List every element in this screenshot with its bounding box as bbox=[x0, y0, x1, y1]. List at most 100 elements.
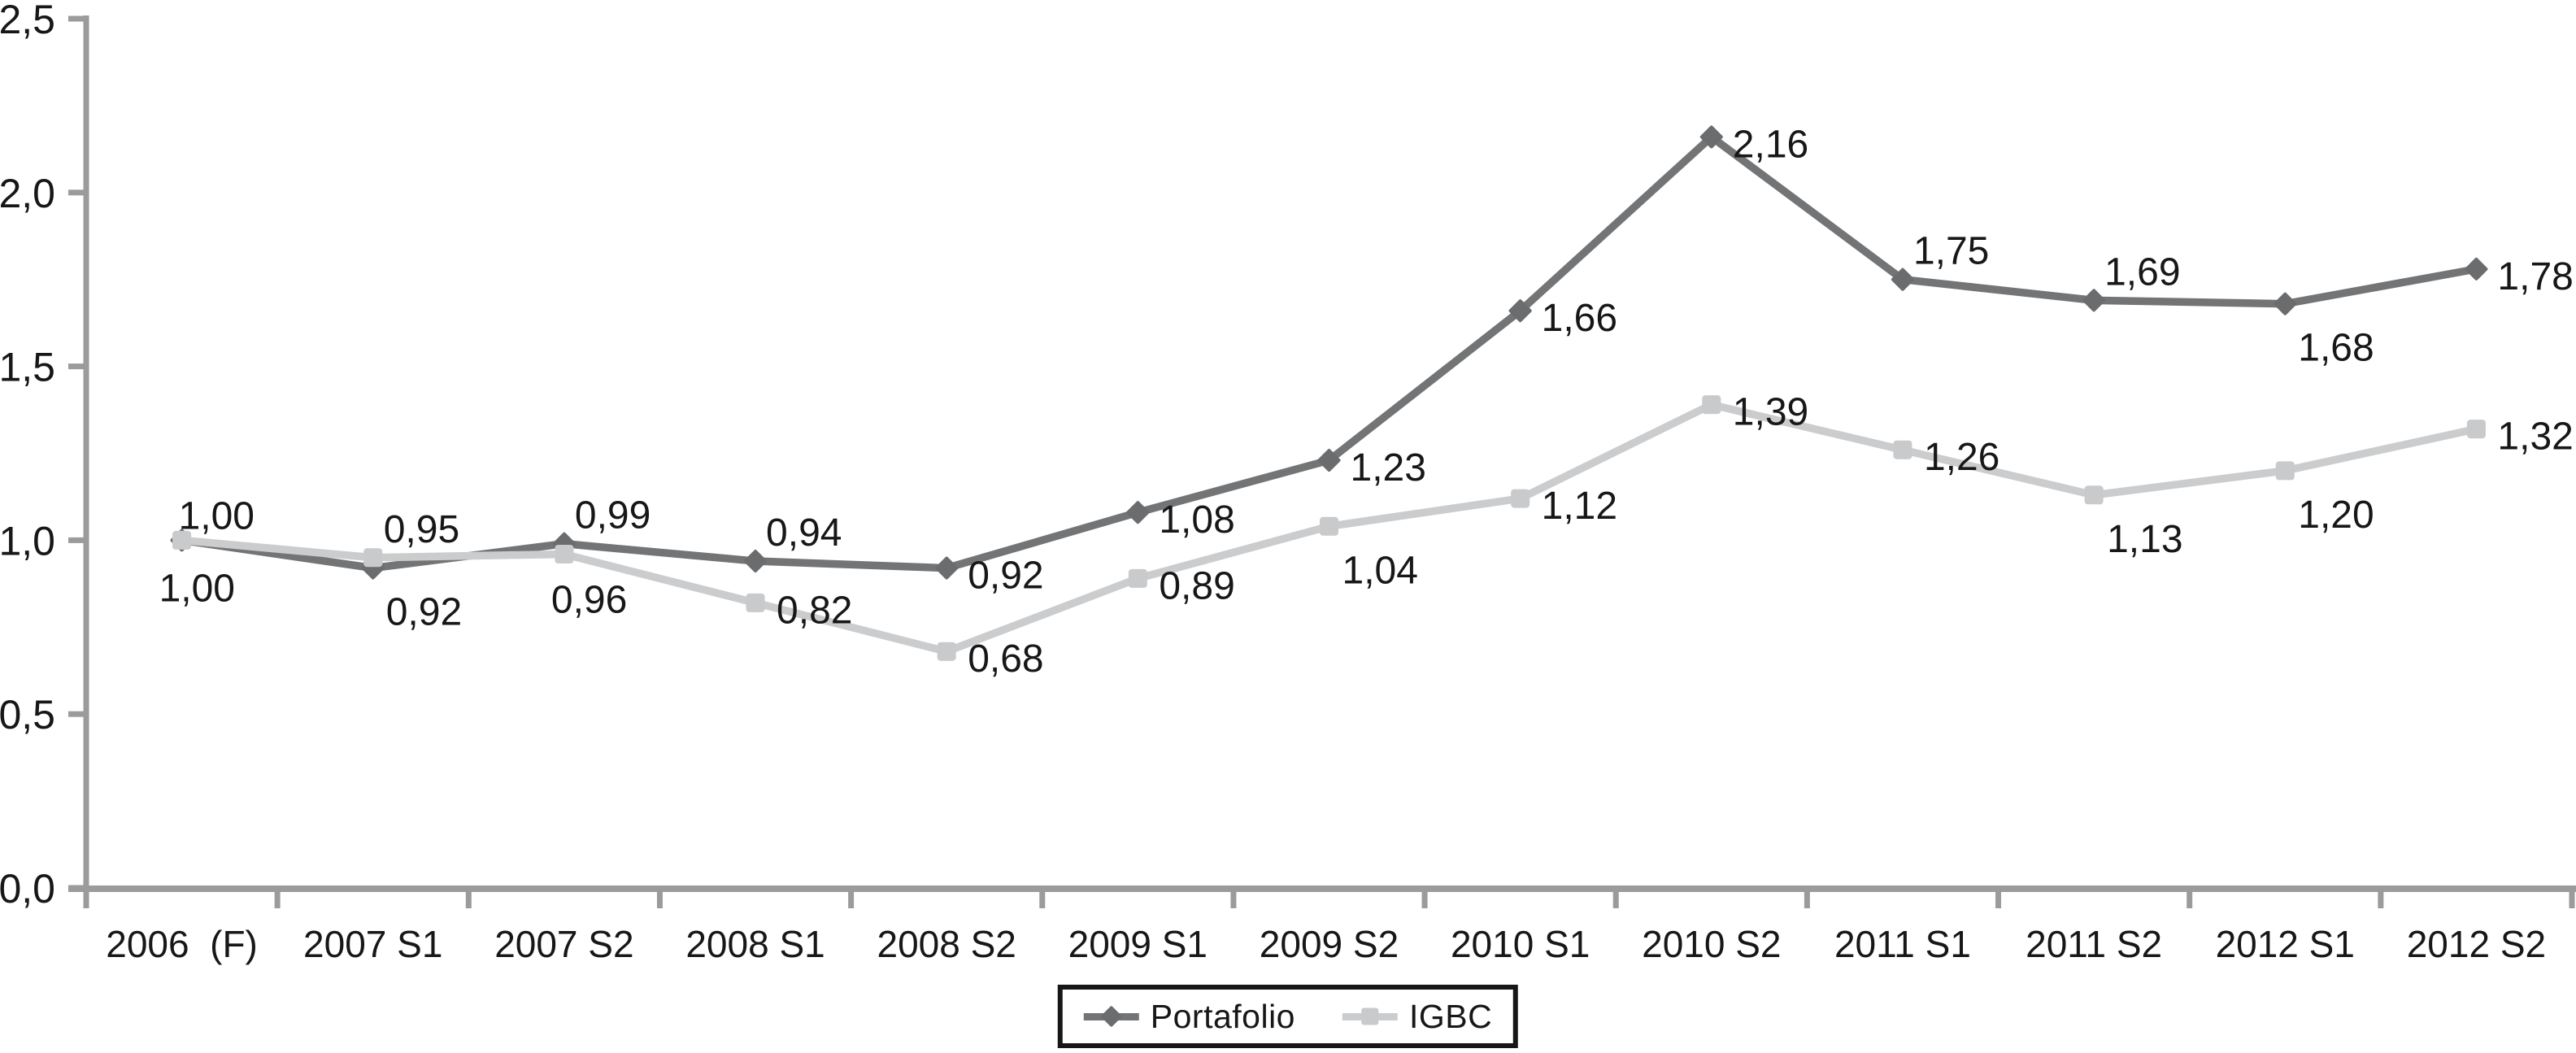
series-line-portafolio bbox=[181, 132, 2478, 572]
x-tick-label: 2009 S1 bbox=[1068, 923, 1208, 965]
data-point-square bbox=[937, 642, 956, 661]
x-axis-tick bbox=[1039, 885, 1046, 908]
x-axis-tick bbox=[1612, 885, 1619, 908]
legend: Portafolio IGBC bbox=[1057, 985, 1519, 1048]
data-point-label: 1,75 bbox=[1913, 230, 1989, 273]
x-axis-tick bbox=[656, 885, 663, 908]
x-tick-label: 2010 S1 bbox=[1451, 923, 1590, 965]
data-point-label: 1,00 bbox=[179, 494, 255, 537]
x-tick-label: 2012 S2 bbox=[2407, 923, 2546, 965]
data-point-label: 0,92 bbox=[386, 591, 462, 634]
x-axis-tick bbox=[848, 885, 855, 908]
data-point-label: 0,95 bbox=[384, 508, 459, 551]
x-axis-tick bbox=[1230, 885, 1237, 908]
x-axis-tick bbox=[1804, 885, 1810, 908]
data-point-square bbox=[1893, 440, 1912, 459]
y-tick-label: 2,5 bbox=[0, 0, 55, 42]
legend-item-portafolio: Portafolio bbox=[1083, 997, 1295, 1036]
data-point-square bbox=[555, 545, 574, 564]
y-axis-tick bbox=[68, 885, 85, 891]
data-point-square bbox=[746, 593, 765, 612]
x-axis-tick bbox=[465, 885, 472, 908]
data-point-diamond bbox=[2274, 292, 2297, 315]
data-point-label: 0,96 bbox=[551, 579, 627, 622]
y-axis-tick bbox=[68, 537, 85, 543]
data-point-diamond bbox=[744, 550, 768, 573]
portafolio-line-swatch bbox=[1083, 1005, 1139, 1028]
x-axis-tick bbox=[2187, 885, 2193, 908]
data-point-diamond bbox=[2465, 257, 2488, 281]
y-tick-label: 1,5 bbox=[0, 345, 55, 390]
square-marker-icon bbox=[1361, 1007, 1379, 1025]
legend-label-igbc: IGBC bbox=[1408, 997, 1493, 1035]
y-axis-line bbox=[83, 15, 89, 907]
data-point-diamond bbox=[1891, 268, 1914, 291]
data-point-square bbox=[1702, 395, 1721, 415]
data-point-label: 0,92 bbox=[968, 555, 1043, 598]
x-axis-tick bbox=[274, 885, 281, 908]
y-axis-tick bbox=[68, 711, 85, 717]
y-tick-label: 0,5 bbox=[0, 692, 55, 738]
x-tick-label: 2009 S2 bbox=[1260, 923, 1399, 965]
data-point-label: 1,39 bbox=[1733, 391, 1808, 434]
diamond-marker-icon bbox=[1100, 1005, 1123, 1028]
data-point-label: 0,94 bbox=[766, 511, 842, 555]
data-point-diamond bbox=[1699, 125, 1723, 149]
data-point-label: 1,26 bbox=[1924, 436, 1999, 479]
data-point-label: 1,00 bbox=[159, 567, 235, 610]
legend-label-portafolio: Portafolio bbox=[1150, 997, 1295, 1035]
data-point-label: 0,82 bbox=[777, 589, 852, 632]
x-tick-label: 2012 S1 bbox=[2216, 923, 2355, 965]
data-point-diamond bbox=[1508, 299, 1532, 323]
x-tick-label: 2007 S2 bbox=[494, 923, 633, 965]
data-point-label: 1,13 bbox=[2107, 518, 2182, 561]
x-tick-label: 2008 S2 bbox=[877, 923, 1016, 965]
data-point-square bbox=[363, 548, 383, 568]
data-point-diamond bbox=[1126, 501, 1150, 524]
y-tick-label: 1,0 bbox=[0, 518, 55, 563]
x-tick-label: 2008 S1 bbox=[685, 923, 825, 965]
x-tick-label: 2007 S1 bbox=[303, 923, 442, 965]
x-axis-line bbox=[68, 885, 2576, 892]
data-point-square bbox=[2084, 485, 2104, 505]
data-point-square bbox=[172, 530, 192, 550]
y-axis-tick bbox=[68, 189, 85, 196]
x-tick-label: 2006 (F) bbox=[106, 923, 258, 965]
data-point-label: 1,78 bbox=[2497, 255, 2573, 298]
data-point-diamond bbox=[1317, 449, 1341, 472]
data-point-label: 1,68 bbox=[2298, 327, 2374, 370]
data-point-label: 1,23 bbox=[1351, 446, 1426, 490]
y-axis-tick bbox=[68, 363, 85, 370]
igbc-line-swatch bbox=[1342, 1007, 1398, 1025]
data-point-label: 2,16 bbox=[1733, 123, 1808, 166]
legend-item-igbc: IGBC bbox=[1342, 998, 1492, 1036]
x-axis-tick bbox=[2378, 885, 2384, 908]
x-tick-label: 2011 S1 bbox=[1834, 923, 1971, 965]
x-tick-label: 2010 S2 bbox=[1642, 923, 1781, 965]
x-axis-tick bbox=[1421, 885, 1428, 908]
data-point-label: 0,89 bbox=[1159, 564, 1234, 607]
data-point-label: 1,20 bbox=[2298, 494, 2374, 537]
data-point-label: 1,69 bbox=[2104, 250, 2180, 294]
data-point-label: 0,99 bbox=[575, 494, 651, 537]
x-tick-label: 2011 S2 bbox=[2026, 923, 2162, 965]
x-axis-tick bbox=[1995, 885, 2002, 908]
y-axis-tick bbox=[68, 15, 85, 22]
data-point-diamond bbox=[935, 556, 959, 580]
data-point-label: 1,66 bbox=[1542, 297, 1617, 340]
data-point-label: 1,32 bbox=[2497, 416, 2573, 459]
y-tick-label: 0,0 bbox=[0, 866, 55, 912]
data-point-label: 1,04 bbox=[1342, 549, 1418, 592]
y-tick-label: 2,0 bbox=[0, 171, 55, 216]
data-point-square bbox=[1128, 568, 1147, 588]
data-point-square bbox=[1511, 489, 1530, 508]
data-point-label: 1,12 bbox=[1542, 485, 1617, 528]
data-point-square bbox=[2466, 420, 2486, 439]
data-point-square bbox=[2275, 461, 2295, 481]
x-axis-tick bbox=[2569, 885, 2575, 908]
data-point-label: 1,08 bbox=[1159, 498, 1234, 542]
data-point-diamond bbox=[2082, 289, 2106, 312]
data-point-square bbox=[1320, 516, 1338, 536]
